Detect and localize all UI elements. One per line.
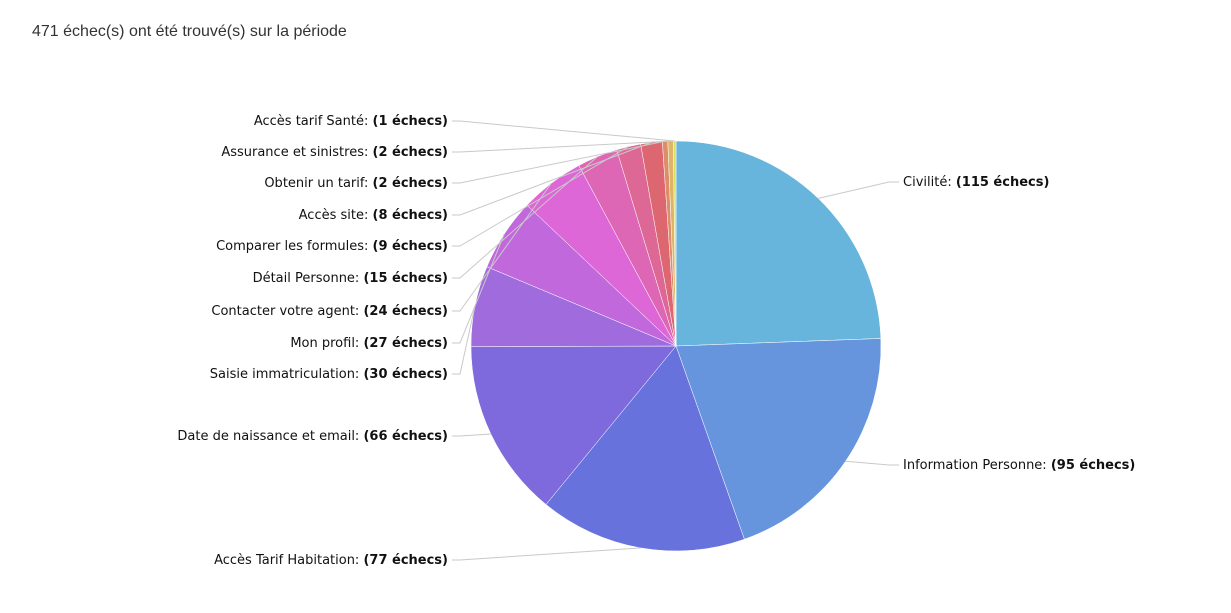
slice-labels: Civilité: (115 échecs) Information Person… (177, 114, 1135, 568)
slice-label-value: (24 échecs) (363, 304, 448, 319)
slice-label-value: (66 échecs) (363, 429, 448, 444)
slice-label: Civilité: (115 échecs) (903, 175, 1049, 190)
slice-label: Accès tarif Santé: (1 échecs) (254, 114, 448, 129)
leader-line (452, 433, 491, 437)
slice-label: Date de naissance et email: (66 échecs) (177, 429, 448, 444)
slice-label-name: Contacter votre agent: (211, 304, 363, 319)
slice-label-value: (9 échecs) (373, 239, 449, 254)
slice-label-name: Détail Personne: (253, 271, 364, 286)
slice-label: Accès site: (8 échecs) (299, 208, 448, 223)
slice-label-name: Information Personne: (903, 458, 1051, 473)
slice-label: Assurance et sinistres: (2 échecs) (221, 145, 448, 160)
slice-label-name: Date de naissance et email: (177, 429, 363, 444)
slice-label: Information Personne: (95 échecs) (903, 458, 1135, 473)
slice-label-name: Saisie immatriculation: (210, 367, 364, 382)
leader-line (452, 120, 675, 142)
slice-label-name: Obtenir un tarif: (264, 176, 372, 191)
leader-line (452, 146, 629, 247)
pie-slice[interactable] (675, 140, 882, 347)
slice-label-value: (15 échecs) (363, 271, 448, 286)
leader-line (845, 460, 899, 466)
slice-label-name: Civilité: (903, 175, 956, 190)
slice-label-value: (30 échecs) (363, 367, 448, 382)
slice-label: Détail Personne: (15 échecs) (253, 271, 448, 286)
leader-line (452, 140, 671, 153)
summary-text: 471 échec(s) ont été trouvé(s) sur la pé… (32, 23, 347, 40)
slice-label: Comparer les formules: (9 échecs) (216, 239, 448, 254)
slice-label: Obtenir un tarif: (2 échecs) (264, 176, 448, 191)
slice-label-value: (2 échecs) (373, 176, 449, 191)
leader-line (452, 140, 666, 184)
slice-label-value: (115 échecs) (956, 175, 1050, 190)
slice-label-name: Accès Tarif Habitation: (214, 553, 363, 568)
leader-line (452, 142, 652, 216)
slice-label: Contacter votre agent: (24 échecs) (211, 304, 448, 319)
leader-line (452, 547, 641, 561)
slice-label-name: Accès tarif Santé: (254, 114, 373, 129)
slice-label: Mon profil: (27 échecs) (290, 336, 448, 351)
leader-line (452, 305, 476, 375)
slice-label-value: (2 échecs) (373, 145, 449, 160)
leader-line (452, 156, 598, 279)
slice-label-value: (77 échecs) (363, 553, 448, 568)
leader-line (452, 182, 552, 312)
slice-label: Accès Tarif Habitation: (77 échecs) (214, 553, 448, 568)
slice-label-value: (95 échecs) (1051, 458, 1136, 473)
slice-label-value: (8 échecs) (373, 208, 449, 223)
slice-label-name: Mon profil: (290, 336, 363, 351)
slice-label-value: (1 échecs) (373, 114, 449, 129)
leader-lines (452, 120, 899, 561)
slice-label-name: Accès site: (299, 208, 373, 223)
slice-label-value: (27 échecs) (363, 336, 448, 351)
slice-label-name: Assurance et sinistres: (221, 145, 372, 160)
slice-label-name: Comparer les formules: (216, 239, 372, 254)
leader-line (818, 181, 899, 199)
slice-label: Saisie immatriculation: (30 échecs) (210, 367, 448, 382)
pie-slices (470, 140, 882, 552)
